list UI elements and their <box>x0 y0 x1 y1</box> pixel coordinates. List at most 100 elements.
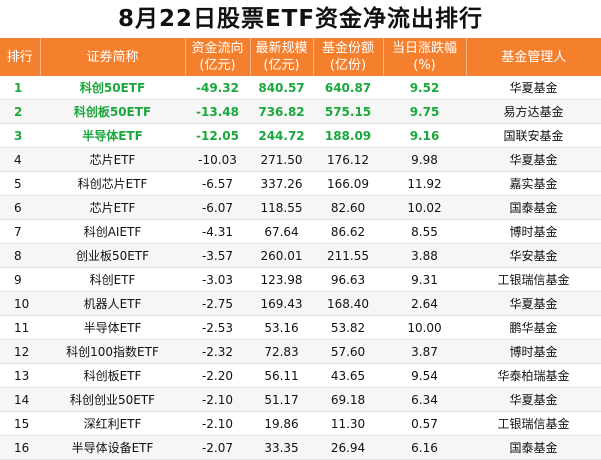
scale-cell: 840.57 <box>250 76 313 100</box>
name-cell: 深红利ETF <box>40 411 185 436</box>
scale-cell: 118.55 <box>250 195 313 220</box>
column-header-rank: 排行 <box>0 38 41 76</box>
name-cell: 科创ETF <box>40 267 185 292</box>
scale-cell: 337.26 <box>250 171 313 196</box>
table-row: 10 机器人ETF -2.75 169.43 168.40 2.64 华夏基金 <box>0 291 601 316</box>
rank-cell: 5 <box>0 171 40 196</box>
shares-cell: 176.12 <box>313 147 383 172</box>
scale-cell: 271.50 <box>250 147 313 172</box>
shares-cell: 69.18 <box>313 387 383 412</box>
scale-cell: 56.11 <box>250 363 313 388</box>
manager-cell: 华泰柏瑞基金 <box>466 363 601 388</box>
table-row: 5 科创芯片ETF -6.57 337.26 166.09 11.92 嘉实基金 <box>0 171 601 196</box>
column-header-shares: 基金份额 (亿份) <box>313 38 384 76</box>
shares-cell: 43.65 <box>313 363 383 388</box>
rank-cell: 15 <box>0 411 40 436</box>
rank-cell: 14 <box>0 387 40 412</box>
change-cell: 11.92 <box>383 171 466 196</box>
change-cell: 2.64 <box>383 291 466 316</box>
flow-cell: -10.03 <box>185 147 250 172</box>
manager-cell: 博时基金 <box>466 219 601 244</box>
shares-cell: 168.40 <box>313 291 383 316</box>
shares-cell: 57.60 <box>313 339 383 364</box>
rank-cell: 16 <box>0 435 40 460</box>
table-row: 9 科创ETF -3.03 123.98 96.63 9.31 工银瑞信基金 <box>0 267 601 292</box>
name-cell: 科创板50ETF <box>40 99 185 124</box>
table-row: 12 科创100指数ETF -2.32 72.83 57.60 3.87 博时基… <box>0 339 601 364</box>
rank-cell: 7 <box>0 219 40 244</box>
rank-cell: 6 <box>0 195 40 220</box>
manager-cell: 博时基金 <box>466 339 601 364</box>
column-header-change: 当日涨跌幅 (%) <box>383 38 467 76</box>
rank-cell: 4 <box>0 147 40 172</box>
table-row: 7 科创AIETF -4.31 67.64 86.62 8.55 博时基金 <box>0 219 601 244</box>
table-row: 2 科创板50ETF -13.48 736.82 575.15 9.75 易方达… <box>0 99 601 124</box>
scale-cell: 33.35 <box>250 435 313 460</box>
manager-cell: 华安基金 <box>466 243 601 268</box>
manager-cell: 工银瑞信基金 <box>466 411 601 436</box>
change-cell: 9.54 <box>383 363 466 388</box>
shares-cell: 11.30 <box>313 411 383 436</box>
table-row: 15 深红利ETF -2.10 19.86 11.30 0.57 工银瑞信基金 <box>0 411 601 436</box>
flow-cell: -2.20 <box>185 363 250 388</box>
scale-cell: 72.83 <box>250 339 313 364</box>
name-cell: 科创创业50ETF <box>40 387 185 412</box>
change-cell: 3.87 <box>383 339 466 364</box>
rank-cell: 11 <box>0 315 40 340</box>
flow-cell: -13.48 <box>185 99 250 124</box>
scale-cell: 67.64 <box>250 219 313 244</box>
table-row: 14 科创创业50ETF -2.10 51.17 69.18 6.34 华夏基金 <box>0 387 601 412</box>
flow-cell: -6.07 <box>185 195 250 220</box>
flow-cell: -2.10 <box>185 387 250 412</box>
name-cell: 半导体设备ETF <box>40 435 185 460</box>
manager-cell: 国泰基金 <box>466 435 601 460</box>
scale-cell: 169.43 <box>250 291 313 316</box>
outflow-ranking-table: 排行 证券简称 资金流向 (亿元) 最新规模 (亿元) 基金份额 (亿份) 当日涨跌幅… <box>0 38 601 460</box>
flow-cell: -2.32 <box>185 339 250 364</box>
shares-cell: 166.09 <box>313 171 383 196</box>
flow-cell: -3.57 <box>185 243 250 268</box>
change-cell: 10.00 <box>383 315 466 340</box>
manager-cell: 易方达基金 <box>466 99 601 124</box>
table-row: 13 科创板ETF -2.20 56.11 43.65 9.54 华泰柏瑞基金 <box>0 363 601 388</box>
change-cell: 0.57 <box>383 411 466 436</box>
change-cell: 9.75 <box>383 99 466 124</box>
manager-cell: 华夏基金 <box>466 76 601 100</box>
scale-cell: 19.86 <box>250 411 313 436</box>
shares-cell: 86.62 <box>313 219 383 244</box>
shares-cell: 26.94 <box>313 435 383 460</box>
shares-cell: 82.60 <box>313 195 383 220</box>
table-row: 1 科创50ETF -49.32 840.57 640.87 9.52 华夏基金 <box>0 76 601 100</box>
change-cell: 6.34 <box>383 387 466 412</box>
table-row: 11 半导体ETF -2.53 53.16 53.82 10.00 鹏华基金 <box>0 315 601 340</box>
column-header-manager: 基金管理人 <box>466 38 601 76</box>
change-cell: 8.55 <box>383 219 466 244</box>
table-row: 16 半导体设备ETF -2.07 33.35 26.94 6.16 国泰基金 <box>0 435 601 460</box>
shares-cell: 575.15 <box>313 99 383 124</box>
rank-cell: 1 <box>0 76 40 100</box>
scale-cell: 244.72 <box>250 123 313 148</box>
name-cell: 半导体ETF <box>40 123 185 148</box>
shares-cell: 96.63 <box>313 267 383 292</box>
scale-cell: 123.98 <box>250 267 313 292</box>
flow-cell: -2.10 <box>185 411 250 436</box>
manager-cell: 华夏基金 <box>466 147 601 172</box>
name-cell: 创业板50ETF <box>40 243 185 268</box>
name-cell: 科创AIETF <box>40 219 185 244</box>
manager-cell: 嘉实基金 <box>466 171 601 196</box>
change-cell: 9.52 <box>383 76 466 100</box>
scale-cell: 736.82 <box>250 99 313 124</box>
flow-cell: -2.75 <box>185 291 250 316</box>
table-header-row: 排行 证券简称 资金流向 (亿元) 最新规模 (亿元) 基金份额 (亿份) 当日涨跌幅… <box>0 38 601 76</box>
rank-cell: 3 <box>0 123 40 148</box>
shares-cell: 188.09 <box>313 123 383 148</box>
rank-cell: 9 <box>0 267 40 292</box>
change-cell: 9.31 <box>383 267 466 292</box>
scale-cell: 53.16 <box>250 315 313 340</box>
table-row: 8 创业板50ETF -3.57 260.01 211.55 3.88 华安基金 <box>0 243 601 268</box>
change-cell: 9.98 <box>383 147 466 172</box>
shares-cell: 53.82 <box>313 315 383 340</box>
flow-cell: -2.53 <box>185 315 250 340</box>
change-cell: 6.16 <box>383 435 466 460</box>
rank-cell: 10 <box>0 291 40 316</box>
